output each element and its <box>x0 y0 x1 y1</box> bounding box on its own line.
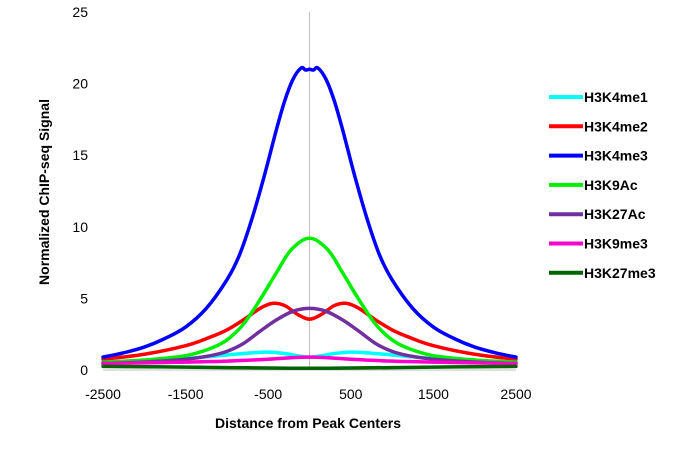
legend-label-h3k9ac: H3K9Ac <box>584 177 638 193</box>
x-axis-title: Distance from Peak Centers <box>215 415 401 431</box>
series-line-h3k4me3 <box>101 65 518 359</box>
series-line-h3k27ac <box>101 306 518 366</box>
series-line-h3k27me3 <box>101 364 518 371</box>
legend-label-h3k4me1: H3K4me1 <box>584 89 648 105</box>
y-tick-label: 25 <box>72 4 88 20</box>
x-tick-label: 2500 <box>500 386 531 402</box>
x-tick-label: 500 <box>339 386 363 402</box>
x-tick-label: 1500 <box>418 386 449 402</box>
legend: H3K4me1 H3K4me2 H3K4me3 H3K9Ac H3K27Ac H3K9me… <box>549 89 656 281</box>
y-tick-label: 20 <box>72 76 88 92</box>
legend-label-h3k9me3: H3K9me3 <box>584 236 648 252</box>
x-tick-label: -1500 <box>168 386 204 402</box>
plot-lines <box>101 65 518 371</box>
x-tick-label: -2500 <box>85 386 121 402</box>
series-line-h3k9ac <box>101 236 518 364</box>
y-tick-label: 0 <box>80 362 88 378</box>
legend-label-h3k27me3: H3K27me3 <box>584 265 656 281</box>
x-tick-label: -500 <box>254 386 282 402</box>
y-tick-label: 15 <box>72 147 88 163</box>
legend-label-h3k4me3: H3K4me3 <box>584 148 648 164</box>
y-tick-label: 5 <box>80 290 88 306</box>
y-axis-title: Normalized ChIP-seq Signal <box>36 99 52 285</box>
legend-label-h3k27ac: H3K27Ac <box>584 206 646 222</box>
y-tick-label: 10 <box>72 219 88 235</box>
series-line-h3k9me3 <box>101 355 518 366</box>
axes: 0 5 10 15 20 25 -2500 -1500 -500 500 1500 2500 <box>72 4 531 402</box>
series-line-h3k4me2 <box>101 301 518 362</box>
legend-label-h3k4me2: H3K4me2 <box>584 118 648 134</box>
